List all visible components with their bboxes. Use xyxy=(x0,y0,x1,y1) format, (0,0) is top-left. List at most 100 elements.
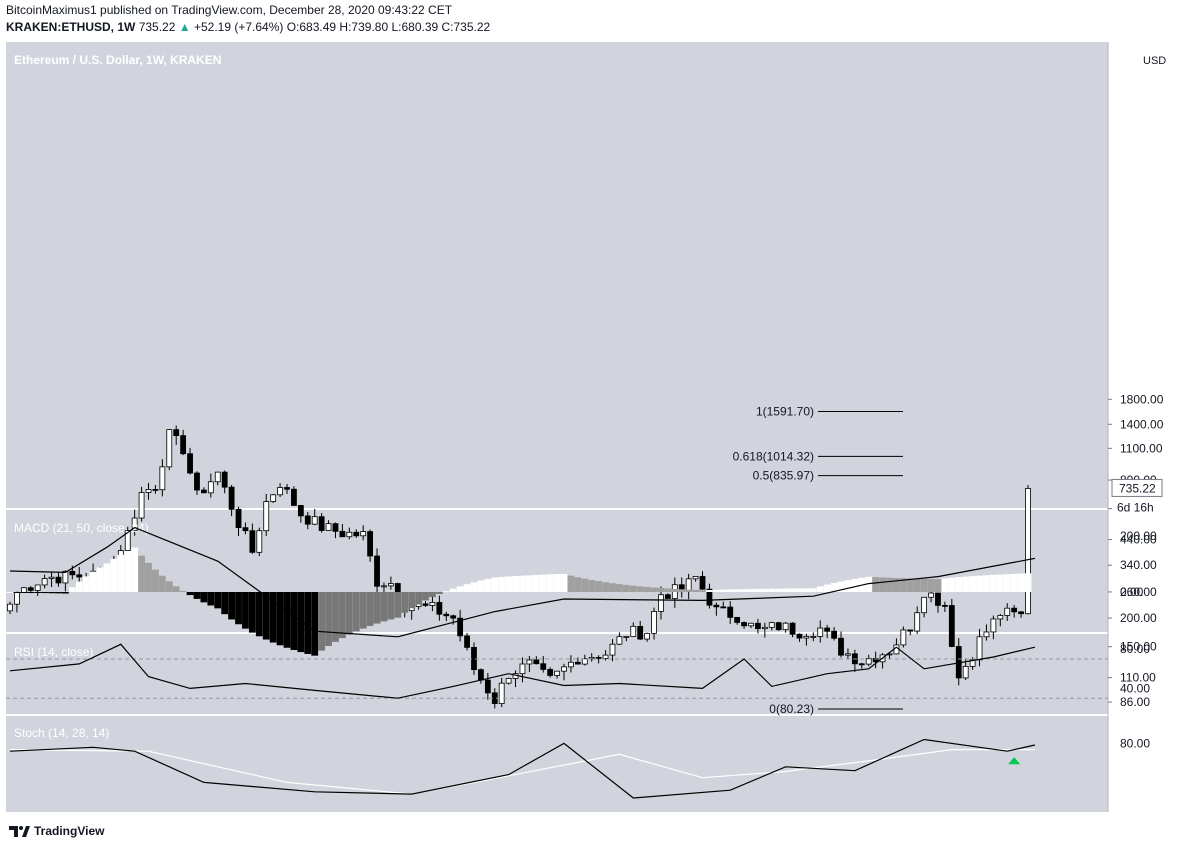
macd-histogram-bar xyxy=(491,577,499,592)
candle xyxy=(935,592,941,606)
macd-histogram-bar xyxy=(906,578,914,592)
macd-histogram-bar xyxy=(456,586,464,592)
macd-histogram-bar xyxy=(899,578,907,592)
candle xyxy=(34,584,41,591)
candle xyxy=(727,606,734,618)
macd-histogram-bar xyxy=(1003,574,1011,592)
macd-histogram-bar xyxy=(512,576,519,592)
candle xyxy=(214,471,221,483)
macd-histogram-bar xyxy=(345,592,353,635)
candle xyxy=(55,576,62,584)
candle xyxy=(893,644,900,655)
macd-label: MACD (21, 50, close, 24) xyxy=(14,521,149,535)
symbol-line: KRAKEN:ETHUSD, 1W 735.22 ▲ +52.19 (+7.64… xyxy=(6,20,490,34)
candle xyxy=(304,515,311,525)
macd-histogram-bar xyxy=(768,588,776,592)
publish-line: BitcoinMaximus1 published on TradingView… xyxy=(6,3,452,17)
candle xyxy=(526,659,533,665)
price-tick-label: 200.00 xyxy=(1120,611,1157,625)
candle xyxy=(367,531,374,557)
candle xyxy=(256,530,263,553)
macd-histogram-bar xyxy=(553,574,561,592)
rsi-label: RSI (14, close) xyxy=(14,645,93,659)
candle xyxy=(651,611,657,634)
macd-histogram-bar xyxy=(248,592,256,633)
macd-histogram-bar xyxy=(352,592,360,632)
candle xyxy=(817,627,824,637)
macd-tick-label: 0.00 xyxy=(1120,585,1144,599)
macd-histogram-bar xyxy=(297,592,305,653)
macd-histogram-bar xyxy=(117,554,125,592)
candle xyxy=(159,466,166,491)
macd-panel[interactable] xyxy=(6,510,1108,632)
macd-histogram-bar xyxy=(934,579,942,592)
candles-group xyxy=(7,425,1031,709)
macd-histogram-bar xyxy=(893,577,900,592)
candle xyxy=(858,663,865,666)
price-tick-label: 1400.00 xyxy=(1120,417,1164,431)
candle xyxy=(803,636,810,639)
candle xyxy=(865,658,872,665)
price-panel[interactable] xyxy=(6,42,1108,508)
macd-histogram-bar xyxy=(816,586,824,592)
candle xyxy=(48,576,55,579)
macd-histogram-bar xyxy=(387,592,395,620)
candle xyxy=(7,603,13,612)
stoch-cross-arrow-icon xyxy=(1008,757,1021,765)
candle xyxy=(194,472,200,491)
stoch-panel[interactable] xyxy=(6,716,1108,812)
candle xyxy=(1018,611,1024,615)
macd-histogram-bar xyxy=(6,592,14,593)
footer-brand[interactable]: TradingView xyxy=(8,824,104,838)
candle xyxy=(768,622,775,628)
macd-histogram xyxy=(6,547,1032,656)
chart-canvas[interactable]: Ethereum / U.S. Dollar, 1W, KRAKEN 1800.0… xyxy=(0,42,1183,822)
macd-histogram-bar xyxy=(408,592,416,609)
candle xyxy=(131,517,138,532)
macd-histogram-bar xyxy=(262,592,270,640)
candle xyxy=(62,570,69,584)
candle xyxy=(948,605,955,647)
macd-histogram-bar xyxy=(636,586,644,592)
candle xyxy=(20,587,27,593)
macd-histogram-bar xyxy=(200,592,208,603)
macd-histogram-bar xyxy=(103,563,111,592)
price-tick-label: 86.00 xyxy=(1120,695,1150,709)
macd-histogram-bar xyxy=(48,592,55,594)
macd-histogram-bar xyxy=(152,569,159,592)
candle xyxy=(277,487,283,496)
macd-histogram-bar xyxy=(13,592,21,593)
macd-histogram-bar xyxy=(789,588,796,592)
candle xyxy=(297,505,304,517)
macd-histogram-bar xyxy=(830,582,838,592)
macd-histogram-bar xyxy=(435,592,443,594)
candle xyxy=(450,615,457,619)
candle xyxy=(346,531,353,538)
candle xyxy=(761,626,768,630)
macd-histogram-bar xyxy=(588,579,596,592)
fib-level-label: 0.618(1014.32) xyxy=(733,449,814,463)
macd-histogram-bar xyxy=(629,585,637,592)
macd-histogram-bar xyxy=(976,575,983,592)
macd-histogram-bar xyxy=(886,577,893,592)
stoch-d-line xyxy=(9,749,1035,795)
last-price: 735.22 xyxy=(138,20,176,34)
symbol-label: KRAKEN:ETHUSD, 1W xyxy=(6,20,136,34)
candle xyxy=(173,429,180,436)
macd-histogram-bar xyxy=(657,587,665,592)
candle xyxy=(221,471,228,488)
macd-histogram-bar xyxy=(941,578,949,592)
macd-histogram-bar xyxy=(948,577,956,592)
macd-histogram-bar xyxy=(539,574,547,592)
macd-histogram-bar xyxy=(442,591,450,593)
candle xyxy=(464,635,470,648)
candle xyxy=(609,643,616,656)
candle xyxy=(124,530,131,551)
candle xyxy=(755,622,761,630)
macd-histogram-bar xyxy=(394,592,402,618)
macd-histogram-bar xyxy=(415,592,422,605)
macd-histogram-bar xyxy=(228,592,236,620)
candle xyxy=(235,508,242,529)
author-link[interactable]: BitcoinMaximus1 xyxy=(6,3,97,17)
macd-histogram-bar xyxy=(955,577,963,592)
